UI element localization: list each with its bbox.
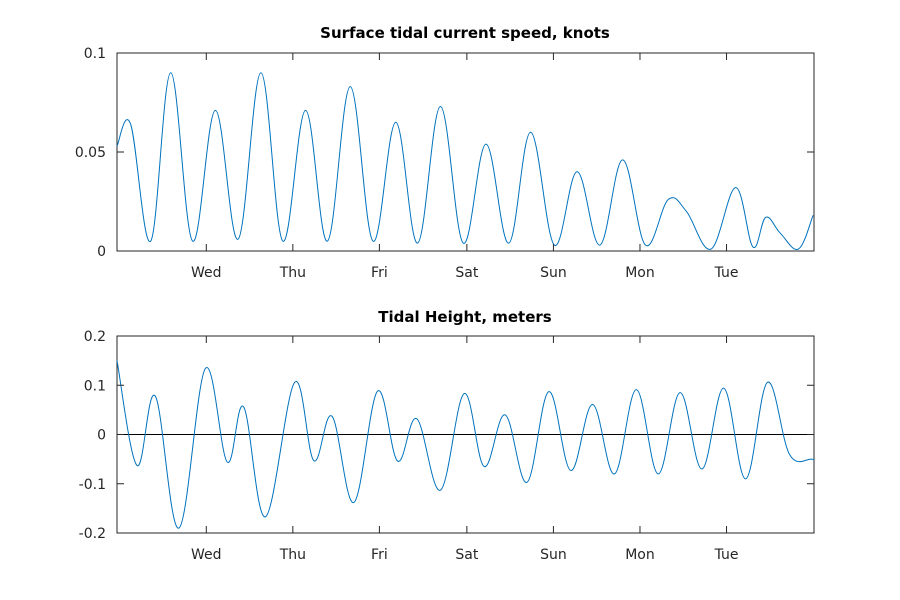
x-tick-label: Sat (455, 547, 478, 563)
y-tick-label: 0 (97, 428, 106, 444)
x-tick-label: Fri (371, 265, 388, 281)
x-tick-label: Wed (191, 265, 222, 281)
x-tick-label: Thu (279, 265, 306, 281)
y-tick-label: 0.1 (84, 378, 106, 394)
current-speed-chart: Surface tidal current speed, knots Wed Th… (75, 24, 815, 281)
y-tick-label: 0.1 (84, 46, 106, 62)
x-tick-label: Sun (540, 265, 567, 281)
x-tick-label: Sat (455, 265, 478, 281)
y-tick-label: 0.05 (75, 145, 106, 161)
y-tick-label: 0 (97, 244, 106, 260)
tidal-height-chart: Tidal Height, meters Wed Thu Fri Sat Sun Mon T… (79, 308, 815, 563)
x-tick-label: Tue (714, 265, 739, 281)
x-tick-label: Wed (191, 547, 222, 563)
chart-title: Surface tidal current speed, knots (320, 24, 610, 42)
y-tick-label: -0.1 (79, 477, 106, 493)
plot-area (116, 52, 815, 252)
x-tick-label: Sun (540, 547, 567, 563)
x-tick-label: Fri (371, 547, 388, 563)
x-tick-label: Mon (625, 547, 655, 563)
x-tick-label: Thu (279, 547, 306, 563)
x-tick-label: Tue (714, 547, 739, 563)
y-tick-label: -0.2 (79, 526, 106, 542)
x-tick-label: Mon (625, 265, 655, 281)
y-tick-label: 0.2 (84, 329, 106, 345)
series-line (116, 72, 814, 250)
series-line (116, 360, 815, 529)
chart-title: Tidal Height, meters (378, 308, 552, 326)
